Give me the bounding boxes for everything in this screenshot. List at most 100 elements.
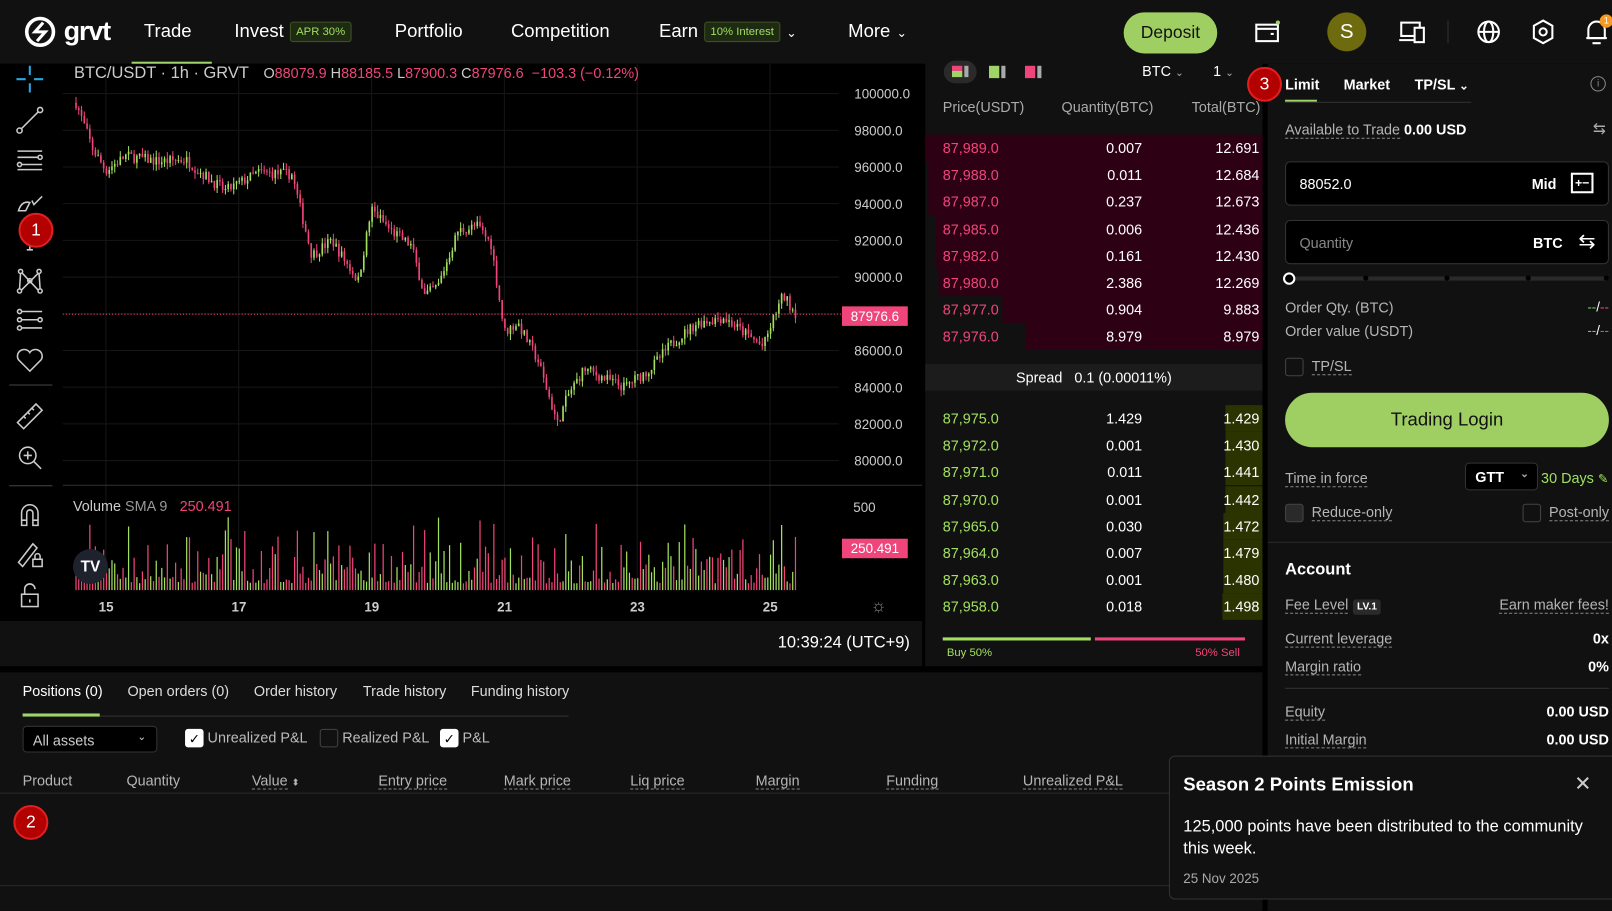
globe-icon[interactable]	[1473, 16, 1504, 47]
deposit-button[interactable]: Deposit	[1123, 12, 1218, 54]
ask-row[interactable]: 87,987.0 0.237 12.673	[925, 188, 1263, 216]
slider-handle[interactable]	[1283, 272, 1296, 285]
tab-market[interactable]: Market	[1343, 76, 1391, 93]
tab-order-history[interactable]: Order history	[253, 682, 338, 700]
candle-body	[396, 231, 398, 237]
heart-icon[interactable]	[12, 345, 47, 376]
ask-row[interactable]: 87,977.0 0.904 9.883	[925, 296, 1263, 324]
pattern-icon[interactable]	[12, 265, 47, 296]
bid-row[interactable]: 87,963.0 0.001 1.480	[925, 566, 1263, 594]
post-only-checkbox[interactable]: Post-only	[1522, 503, 1610, 523]
avatar[interactable]: S	[1327, 12, 1367, 52]
volume-bar	[432, 578, 434, 591]
nav-more[interactable]: More ⌄	[848, 20, 907, 42]
tab-funding-history[interactable]: Funding history	[470, 682, 570, 700]
reduce-only-checkbox[interactable]: Reduce-only	[1285, 503, 1393, 523]
candle-body	[526, 330, 528, 343]
nav-earn[interactable]: Earn 10% Interest ⌄	[658, 20, 797, 43]
tab-limit[interactable]: Limit	[1285, 76, 1320, 93]
chart-canvas[interactable]: 100000.0 98000.0 96000.0 94000.0 92000.0 9000…	[62, 63, 923, 621]
candle-body	[531, 340, 534, 346]
pnl-checkbox[interactable]: ✓ P&L	[440, 729, 490, 748]
candle-body	[711, 322, 714, 325]
bid-row[interactable]: 87,971.0 0.011 1.441	[925, 458, 1263, 486]
ask-row[interactable]: 87,980.0 2.386 12.269	[925, 269, 1263, 297]
earn-maker-fees-link[interactable]: Earn maker fees!	[1499, 596, 1609, 614]
candle-body	[374, 206, 376, 212]
horizontal-lines-icon[interactable]	[12, 144, 47, 175]
info-icon[interactable]: i	[1590, 76, 1606, 92]
wallet-icon[interactable]	[1252, 16, 1283, 47]
tif-days[interactable]: 30 Days ✎	[1541, 469, 1609, 487]
unit-select[interactable]: BTC ⌄	[1142, 62, 1184, 80]
tif-select[interactable]: GTT ⌄	[1464, 462, 1538, 491]
spread-row: Spread 0.1 (0.00011%)	[925, 363, 1263, 391]
price-adjust-icon[interactable]: +−	[1570, 172, 1594, 194]
volume-bar	[260, 550, 263, 591]
bid-row[interactable]: 87,970.0 0.001 1.442	[925, 485, 1263, 513]
ask-row[interactable]: 87,976.0 8.979 8.979	[925, 323, 1263, 350]
candle-body	[542, 366, 545, 378]
col-value[interactable]: Value ⬍	[251, 772, 300, 790]
fib-icon[interactable]	[12, 304, 47, 335]
trading-login-button[interactable]: Trading Login	[1285, 392, 1609, 448]
bid-row[interactable]: 87,964.0 0.007 1.479	[925, 539, 1263, 567]
volume-bar	[161, 567, 163, 591]
logo[interactable]: grvt	[23, 15, 111, 47]
devices-icon[interactable]	[1397, 16, 1428, 47]
precision-select[interactable]: 1 ⌄	[1213, 62, 1234, 80]
volume-bar	[747, 583, 750, 591]
assets-select[interactable]: All assets ⌄	[22, 725, 158, 753]
volume-bar	[210, 574, 213, 591]
bid-row[interactable]: 87,965.0 0.030 1.472	[925, 512, 1263, 540]
brush-icon[interactable]	[12, 185, 47, 216]
settings-icon[interactable]	[1528, 16, 1559, 47]
quantity-input[interactable]: Quantity BTC ⇆	[1285, 220, 1609, 265]
bid-row[interactable]: 87,972.0 0.001 1.430	[925, 431, 1263, 459]
candle-body	[434, 285, 437, 288]
tpsl-checkbox[interactable]: TP/SL	[1285, 357, 1352, 377]
unrealized-pnl-checkbox[interactable]: ✓ Unrealized P&L	[185, 729, 308, 748]
crosshair-icon[interactable]	[12, 64, 47, 95]
close-icon[interactable]: ✕	[1574, 773, 1592, 796]
lock-drawings-icon[interactable]	[12, 539, 47, 570]
zoom-in-icon[interactable]	[12, 442, 47, 473]
price-chart[interactable]: 100000.0 98000.0 96000.0 94000.0 92000.0 9000…	[62, 63, 923, 621]
unlock-icon[interactable]	[12, 580, 47, 611]
tab-positions[interactable]: Positions (0)	[22, 682, 103, 700]
transfer-icon[interactable]: ⇆	[1592, 120, 1606, 138]
tab-open-orders[interactable]: Open orders (0)	[127, 682, 230, 700]
ruler-icon[interactable]	[12, 401, 47, 432]
volume-bar	[208, 557, 210, 591]
qty-unit[interactable]: BTC	[1533, 234, 1563, 251]
ask-row[interactable]: 87,985.0 0.006 12.436	[925, 215, 1263, 243]
candle-body	[650, 370, 653, 374]
ask-row[interactable]: 87,982.0 0.161 12.430	[925, 242, 1263, 270]
nav-trade[interactable]: Trade	[143, 20, 192, 42]
nav-competition[interactable]: Competition	[510, 20, 610, 42]
bid-row[interactable]: 87,958.0 0.018 1.498	[925, 593, 1263, 621]
chart-settings-icon[interactable]: ☼	[870, 596, 887, 616]
mid-button[interactable]: Mid	[1531, 175, 1557, 193]
nav-invest[interactable]: Invest APR 30%	[234, 21, 352, 43]
edit-icon[interactable]: ✎	[1597, 471, 1609, 487]
nav-portfolio[interactable]: Portfolio	[394, 20, 463, 42]
trend-line-icon[interactable]	[12, 105, 47, 136]
tradingview-logo-icon[interactable]: TV	[72, 548, 108, 584]
sort-icon[interactable]: ⬍	[291, 777, 300, 788]
price-input[interactable]: 88052.0 Mid +−	[1285, 161, 1609, 206]
realized-pnl-checkbox[interactable]: Realized P&L	[319, 729, 429, 748]
tab-tpsl[interactable]: TP/SL ⌄	[1414, 76, 1469, 93]
bell-icon[interactable]: 1	[1581, 14, 1612, 47]
magnet-icon[interactable]	[12, 500, 47, 531]
quantity-slider[interactable]	[1283, 272, 1609, 285]
view-asks-icon[interactable]	[1024, 65, 1042, 79]
candle-body	[631, 382, 634, 384]
ask-row[interactable]: 87,988.0 0.011 12.684	[925, 161, 1263, 189]
ask-row[interactable]: 87,989.0 0.007 12.691	[925, 134, 1263, 162]
view-both-icon[interactable]	[943, 60, 977, 84]
view-bids-icon[interactable]	[988, 65, 1006, 79]
bid-row[interactable]: 87,975.0 1.429 1.429	[925, 405, 1263, 432]
tab-trade-history[interactable]: Trade history	[362, 682, 447, 700]
swap-unit-icon[interactable]: ⇆	[1578, 230, 1596, 253]
